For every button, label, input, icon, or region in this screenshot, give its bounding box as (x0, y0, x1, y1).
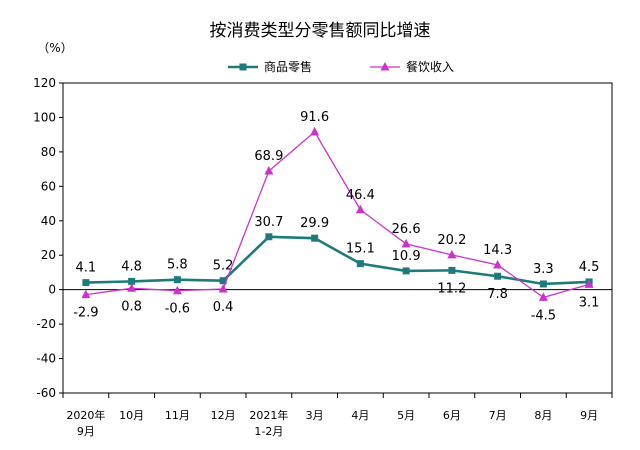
data-label-catering: 46.4 (346, 188, 375, 203)
data-label-retail: 5.8 (167, 258, 188, 273)
x-tick-label-line2: 9月 (77, 425, 95, 438)
x-tick-label-line2: 1-2月 (254, 425, 283, 438)
data-point-catering (127, 283, 137, 292)
y-tick-label: -40 (36, 352, 56, 366)
data-point-retail (128, 277, 136, 285)
data-label-catering: 0.4 (213, 300, 234, 315)
plot-area: 120 100 80 60 40 20 0 -20 -40 -60 2020年 9月 10月 11月 12月… (33, 76, 613, 438)
data-point-catering (81, 289, 91, 299)
x-tick-label: 11月 (165, 409, 190, 422)
data-label-catering: 0.8 (121, 299, 142, 314)
data-label-retail: 4.8 (121, 259, 142, 274)
data-label-retail: 3.3 (533, 262, 554, 277)
x-tick-label: 4月 (351, 409, 369, 422)
legend-label: 餐饮收入 (406, 59, 454, 74)
data-label-retail: 11.2 (437, 281, 466, 296)
data-point-catering (264, 166, 274, 175)
x-tick-label: 12月 (211, 409, 236, 422)
data-point-retail (265, 233, 273, 241)
data-point-retail (311, 234, 319, 242)
y-tick-label: -20 (36, 317, 56, 331)
y-tick-label: 100 (33, 110, 56, 124)
legend-label: 商品零售 (264, 59, 312, 74)
plot-border (62, 82, 613, 394)
data-label-catering: 3.1 (579, 295, 600, 310)
data-label-catering: 91.6 (300, 110, 329, 125)
data-label-retail: 4.1 (76, 261, 97, 276)
data-label-retail: 29.9 (300, 216, 329, 231)
data-point-retail (173, 276, 181, 284)
x-tick-label: 5月 (397, 409, 415, 422)
data-point-retail (219, 277, 227, 285)
y-axis-unit: （%） (37, 41, 72, 55)
data-label-retail: 5.2 (213, 259, 234, 274)
data-point-catering (584, 279, 594, 288)
data-label-catering: -2.9 (73, 306, 98, 321)
data-point-retail (494, 272, 502, 280)
x-tick-label: 2020年 (66, 408, 105, 422)
data-label-catering: 14.3 (483, 243, 512, 258)
data-label-catering: -4.5 (531, 308, 556, 323)
y-tick-label: 60 (41, 179, 56, 193)
data-label-catering: 26.6 (392, 222, 421, 237)
data-point-retail (356, 260, 364, 268)
data-label-retail: 30.7 (254, 215, 283, 230)
data-point-retail (402, 267, 410, 275)
legend-marker-square (239, 63, 247, 71)
data-point-catering (447, 249, 457, 259)
series-line-catering (85, 130, 590, 299)
x-tick-label: 7月 (489, 409, 507, 422)
data-point-catering (172, 285, 182, 295)
y-tick-label: 120 (33, 76, 56, 90)
y-tick-label: 40 (41, 214, 56, 228)
x-tick-label: 10月 (119, 409, 144, 422)
data-label-catering: 20.2 (437, 233, 466, 248)
y-tick-label: 80 (41, 145, 56, 159)
data-label-retail: 4.5 (579, 260, 600, 275)
data-point-catering (538, 292, 548, 301)
x-tick-label: 3月 (306, 409, 324, 422)
data-point-catering (310, 126, 320, 136)
data-label-retail: 7.8 (487, 287, 508, 302)
data-point-retail (448, 266, 456, 274)
y-tick-label: -60 (36, 386, 56, 400)
y-tick-label: 20 (41, 248, 56, 262)
chart-title: 按消费类型分零售额同比增速 (210, 21, 431, 41)
x-tick-label: 8月 (534, 409, 552, 422)
data-point-catering (218, 283, 228, 293)
x-tick-label: 6月 (443, 409, 461, 422)
x-tick-label: 2021年 (249, 408, 288, 422)
data-point-retail (82, 279, 90, 287)
data-point-catering (401, 238, 411, 248)
data-label-catering: 68.9 (254, 149, 283, 164)
series-line-retail (85, 235, 590, 286)
data-point-catering (355, 204, 365, 214)
data-label-catering: -0.6 (165, 302, 190, 317)
data-point-retail (539, 280, 547, 288)
data-label-retail: 15.1 (346, 242, 375, 257)
y-tick-label: 0 (48, 283, 56, 297)
x-tick-label: 9月 (580, 409, 598, 422)
legend-marker-triangle (380, 62, 390, 71)
legend: 商品零售 餐饮收入 (228, 59, 454, 74)
data-label-retail: 10.9 (392, 249, 421, 264)
data-point-catering (493, 260, 503, 269)
